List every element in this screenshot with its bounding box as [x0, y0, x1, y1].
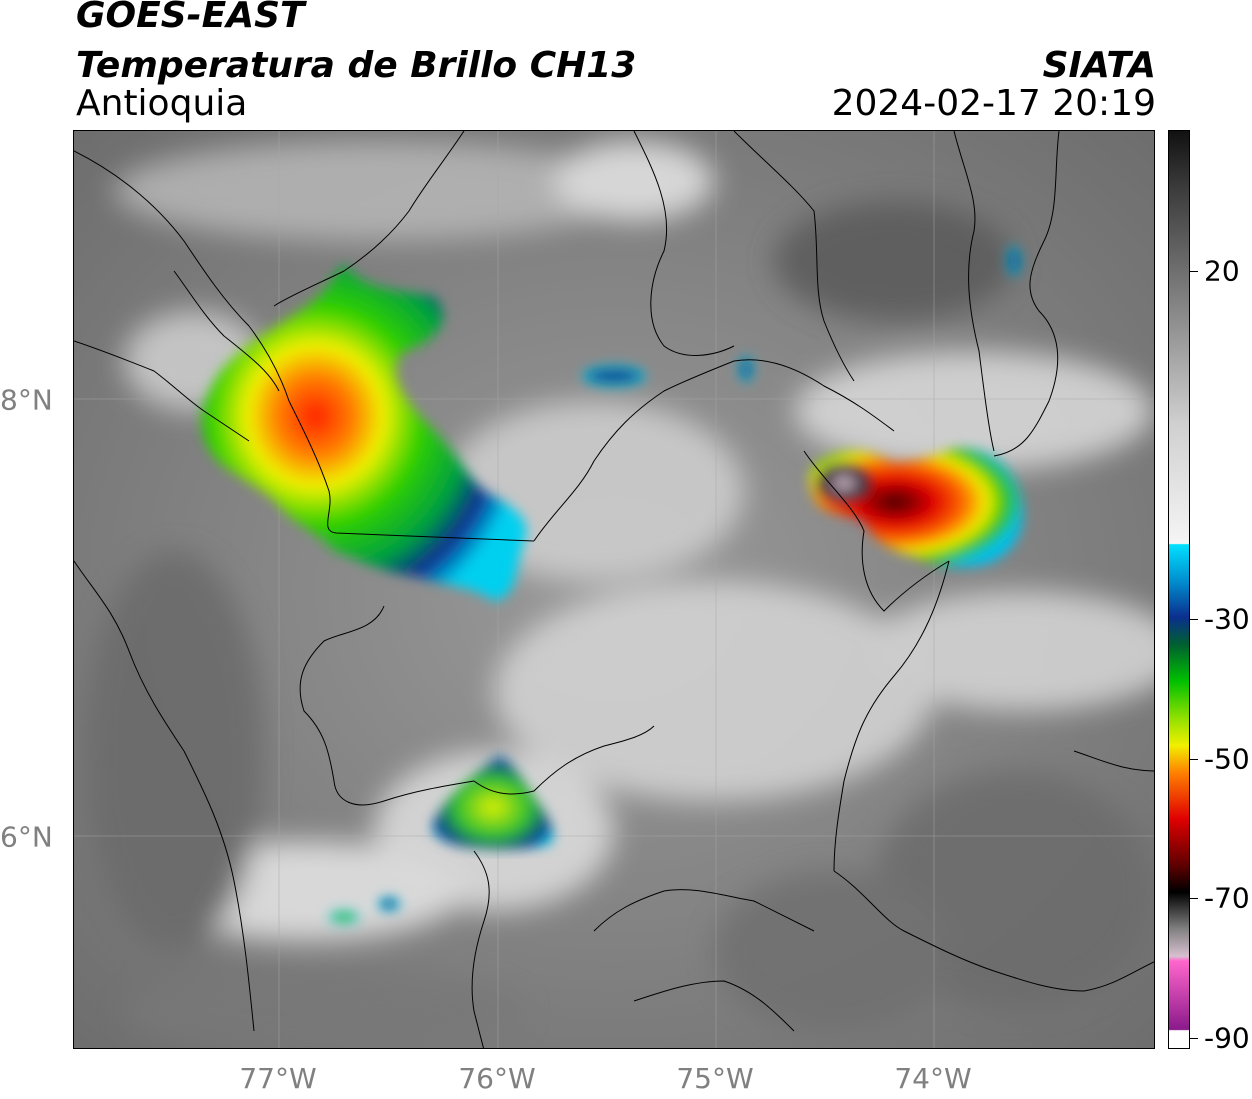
satellite-map [73, 130, 1155, 1049]
colorbar-label-minus30: -30 [1204, 602, 1250, 636]
storm-cell-west [201, 264, 527, 601]
lon-label-77w: 77°W [239, 1062, 317, 1095]
datetime-label: 2024-02-17 20:19 [831, 83, 1156, 124]
colorbar-tick [1190, 1038, 1198, 1039]
colorbar-tick [1190, 619, 1198, 620]
colorbar-label-minus90: -90 [1204, 1021, 1250, 1055]
lon-label-76w: 76°W [458, 1062, 536, 1095]
storm-cell-south [432, 756, 554, 850]
map-subtitle: Temperatura de Brillo CH13 [76, 45, 637, 86]
small-cells [329, 246, 1021, 924]
colorbar-label-minus50: -50 [1204, 742, 1250, 776]
political-boundaries [74, 131, 1154, 1048]
colorbar-tick [1190, 271, 1198, 272]
organization-label: SIATA [1042, 45, 1156, 86]
map-title: GOES-EAST [76, 0, 305, 36]
lon-label-74w: 74°W [894, 1062, 972, 1095]
temperature-colorbar [1168, 130, 1190, 1049]
lon-label-75w: 75°W [676, 1062, 754, 1095]
lat-label-6n: 6°N [0, 820, 53, 854]
coastline [74, 270, 280, 1032]
map-region: Antioquia [76, 83, 248, 124]
storm-cell-east [809, 448, 1023, 567]
colorbar-tick [1190, 759, 1198, 760]
cloud-textures [84, 141, 1154, 1048]
colorbar-label-20: 20 [1204, 254, 1240, 288]
colorbar-tick [1190, 898, 1198, 899]
lat-label-8n: 8°N [0, 383, 53, 417]
colorbar-label-minus70: -70 [1204, 881, 1250, 915]
